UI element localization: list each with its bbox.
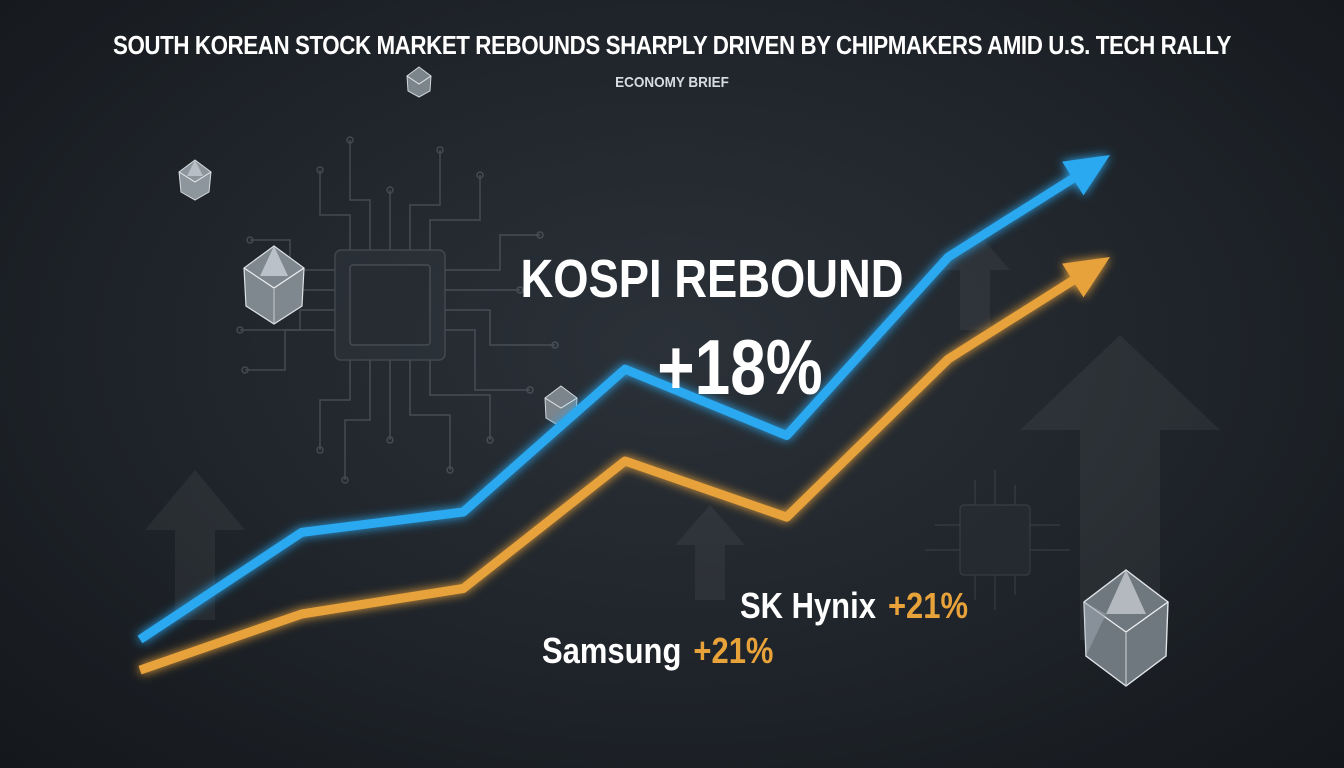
samsung-name: Samsung — [542, 630, 682, 671]
sk-hynix-value: +21% — [887, 585, 969, 626]
circuit-chip-graphic — [236, 136, 559, 484]
series-0 — [137, 155, 1110, 644]
up-arrow-icon — [1020, 335, 1220, 640]
sk-hynix-name: SK Hynix — [740, 585, 876, 626]
headline: SOUTH KOREAN STOCK MARKET REBOUNDS SHARP… — [112, 30, 1232, 60]
samsung-series-line — [138, 273, 1081, 675]
series-1 — [138, 257, 1110, 675]
samsung-value: +21% — [693, 630, 774, 671]
kospi-callout-value: +18% — [657, 323, 823, 411]
sk-hynix-label: SK Hynix +21% — [740, 585, 968, 627]
diamond-crystal-icon — [406, 66, 432, 98]
diamond-crystal-icon — [178, 159, 212, 201]
samsung-label: Samsung +21% — [542, 630, 773, 672]
section-kicker: ECONOMY BRIEF — [615, 74, 729, 91]
samsung-series-arrowhead — [1062, 257, 1110, 298]
up-arrow-icon — [675, 505, 745, 600]
diamond-crystal-icon — [243, 245, 305, 325]
circuit-chip-graphic — [925, 470, 1070, 610]
diamond-crystal-icon — [1083, 569, 1169, 687]
kospi-series-arrowhead — [1062, 155, 1110, 196]
up-arrow-icon — [145, 470, 245, 620]
kospi-callout-label: KOSPI REBOUND — [520, 249, 904, 309]
kospi-series-line — [137, 171, 1081, 644]
